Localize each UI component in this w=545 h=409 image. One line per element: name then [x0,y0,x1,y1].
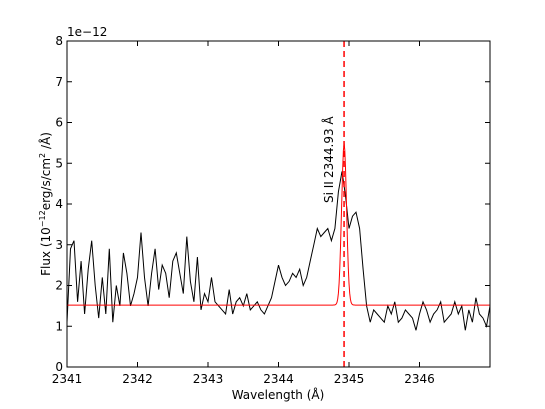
x-tick-label: 2345 [334,372,365,386]
y-tick-label: 7 [55,75,63,89]
plot-frame [66,40,491,368]
offset-text: 1e−12 [67,25,107,39]
x-axis: 2341 2342 2343 2344 2345 2346 [52,41,435,386]
y-tick-label: 0 [55,360,63,374]
series-model-line [67,143,490,306]
y-tick-label: 1 [55,319,63,333]
y-tick-label: 2 [55,279,63,293]
annotation-wavelength: 2344.93 Å [321,116,336,178]
x-tick-label: 2346 [404,372,435,386]
x-tick-label: 2341 [52,372,83,386]
y-tick-label: 4 [55,197,63,211]
y-tick-label: 6 [55,116,63,130]
x-tick-label: 2344 [263,372,294,386]
x-tick-label: 2343 [193,372,224,386]
x-axis-label: Wavelength (Å) [232,387,325,402]
x-tick-label: 2342 [122,372,153,386]
plot-layer [66,41,491,367]
y-axis-label: Flux (10−12erg/s/cm2 /Å) [38,132,53,276]
y-axis: 0 1 2 3 4 5 6 7 8 [55,34,490,374]
series-observed-line [66,171,491,331]
y-tick-label: 3 [55,238,63,252]
y-tick-label: 5 [55,156,63,170]
y-tick-label: 8 [55,34,63,48]
annotation-species: Si II [322,181,336,203]
